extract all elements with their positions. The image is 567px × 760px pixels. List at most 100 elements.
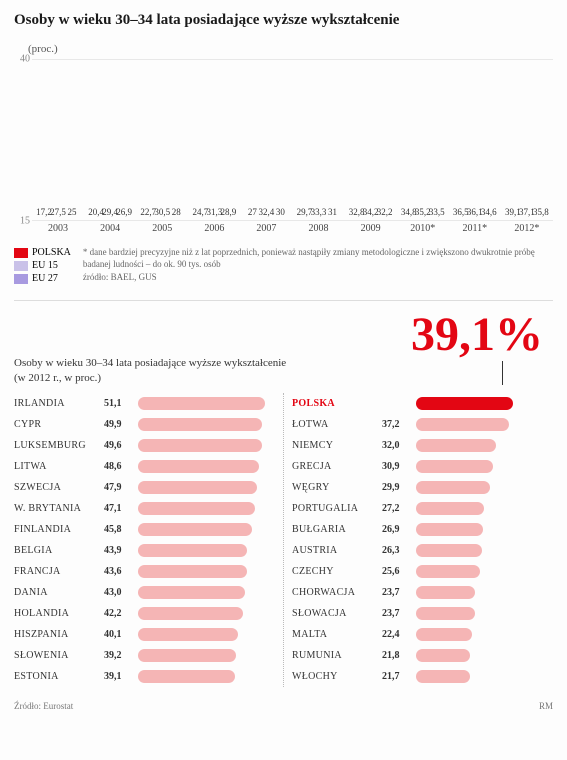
country-value: 47,9 — [104, 482, 138, 493]
country-name: CYPR — [14, 419, 104, 430]
footer: Źródło: Eurostat RM — [14, 701, 553, 711]
pointer-line — [502, 361, 503, 385]
country-row: GRECJA30,9 — [292, 456, 553, 477]
hbar — [416, 628, 472, 641]
right-column: POLSKAŁOTWA37,2NIEMCY32,0GRECJA30,9WĘGRY… — [292, 393, 553, 687]
hbar-track — [416, 481, 553, 494]
hbar-track — [416, 460, 553, 473]
bar-value-label: 35,8 — [533, 207, 549, 217]
hbar — [416, 460, 493, 473]
country-value: 30,9 — [382, 461, 416, 472]
country-value: 39,1 — [104, 671, 138, 682]
infographic-container: Osoby w wieku 30–34 lata posiadające wyż… — [0, 0, 567, 723]
hbar-track — [138, 670, 275, 683]
country-row: ESTONIA39,1 — [14, 666, 275, 687]
bar-value-label: 31 — [328, 207, 337, 217]
footer-credit: RM — [539, 701, 553, 711]
hbar-track — [416, 418, 553, 431]
hbar-track — [138, 607, 275, 620]
country-value: 43,0 — [104, 587, 138, 598]
legend-item: POLSKA — [14, 247, 71, 258]
country-row: AUSTRIA26,3 — [292, 540, 553, 561]
legend-swatch — [14, 274, 28, 284]
x-label: 2007 — [240, 223, 292, 239]
country-value: 40,1 — [104, 629, 138, 640]
hbar — [138, 439, 262, 452]
hbar — [416, 670, 470, 683]
country-name: ESTONIA — [14, 671, 104, 682]
bar-value-label: 26,9 — [116, 207, 132, 217]
country-name: GRECJA — [292, 461, 382, 472]
hbar-track — [138, 502, 275, 515]
country-name: W. BRYTANIA — [14, 503, 104, 514]
hbar-track — [416, 523, 553, 536]
bar-chart: 1540 17,227,52520,429,426,922,730,52824,… — [14, 59, 553, 239]
hbar-track — [138, 481, 275, 494]
column-divider — [283, 393, 284, 687]
hbar — [138, 418, 262, 431]
highlight-number-block: 39,1% — [411, 311, 543, 385]
country-name: LITWA — [14, 461, 104, 472]
country-name: DANIA — [14, 587, 104, 598]
country-row: NIEMCY32,0 — [292, 435, 553, 456]
bar-value-label: 27 — [248, 207, 257, 217]
country-name: HISZPANIA — [14, 629, 104, 640]
country-name: ŁOTWA — [292, 419, 382, 430]
country-value: 49,9 — [104, 419, 138, 430]
country-row: FINLANDIA45,8 — [14, 519, 275, 540]
country-row: CHORWACJA23,7 — [292, 582, 553, 603]
country-name: WŁOCHY — [292, 671, 382, 682]
country-row: CZECHY25,6 — [292, 561, 553, 582]
country-value: 26,3 — [382, 545, 416, 556]
country-value: 51,1 — [104, 398, 138, 409]
hbar — [138, 670, 235, 683]
hbar-track — [416, 502, 553, 515]
hbar-track — [416, 586, 553, 599]
country-value: 22,4 — [382, 629, 416, 640]
note-source-block: * dane bardziej precyzyjne niż z lat pop… — [83, 247, 553, 286]
hbar — [416, 544, 482, 557]
bar-value-label: 30,5 — [154, 207, 170, 217]
country-name: AUSTRIA — [292, 545, 382, 556]
country-name: LUKSEMBURG — [14, 440, 104, 451]
country-value: 26,9 — [382, 524, 416, 535]
country-value: 25,6 — [382, 566, 416, 577]
bar-value-label: 34,6 — [481, 207, 497, 217]
country-name: PORTUGALIA — [292, 503, 382, 514]
hbar-track — [416, 607, 553, 620]
country-name: IRLANDIA — [14, 398, 104, 409]
legend-label: EU 27 — [32, 273, 58, 284]
left-column: IRLANDIA51,1CYPR49,9LUKSEMBURG49,6LITWA4… — [14, 393, 275, 687]
hbar — [138, 460, 259, 473]
plot-area: 17,227,52520,429,426,922,730,52824,731,3… — [32, 59, 553, 221]
section-divider — [14, 300, 553, 301]
country-row: WĘGRY29,9 — [292, 477, 553, 498]
bar-value-label: 25 — [68, 207, 77, 217]
bar-value-label: 27,5 — [50, 207, 66, 217]
bar-value-label: 32,4 — [259, 207, 275, 217]
country-name: NIEMCY — [292, 440, 382, 451]
country-row: LITWA48,6 — [14, 456, 275, 477]
country-name: FINLANDIA — [14, 524, 104, 535]
hbar-track — [416, 544, 553, 557]
bar-value-label: 28 — [172, 207, 181, 217]
country-value: 49,6 — [104, 440, 138, 451]
hbar — [416, 649, 470, 662]
hbar-track — [416, 649, 553, 662]
hbar — [138, 397, 265, 410]
country-row: ŁOTWA37,2 — [292, 414, 553, 435]
hbar-track — [138, 460, 275, 473]
legend-swatch — [14, 248, 28, 258]
bar-value-label: 33,5 — [429, 207, 445, 217]
x-label: 2005 — [136, 223, 188, 239]
hbar-track — [138, 586, 275, 599]
x-label: 2010* — [397, 223, 449, 239]
hbar — [416, 439, 496, 452]
subtitle: Osoby w wieku 30–34 lata posiadające wyż… — [14, 356, 294, 385]
country-name: BUŁGARIA — [292, 524, 382, 535]
hbar-track — [416, 397, 553, 410]
legend-label: POLSKA — [32, 247, 71, 258]
country-row: CYPR49,9 — [14, 414, 275, 435]
hbar — [138, 502, 255, 515]
x-label: 2012* — [501, 223, 553, 239]
